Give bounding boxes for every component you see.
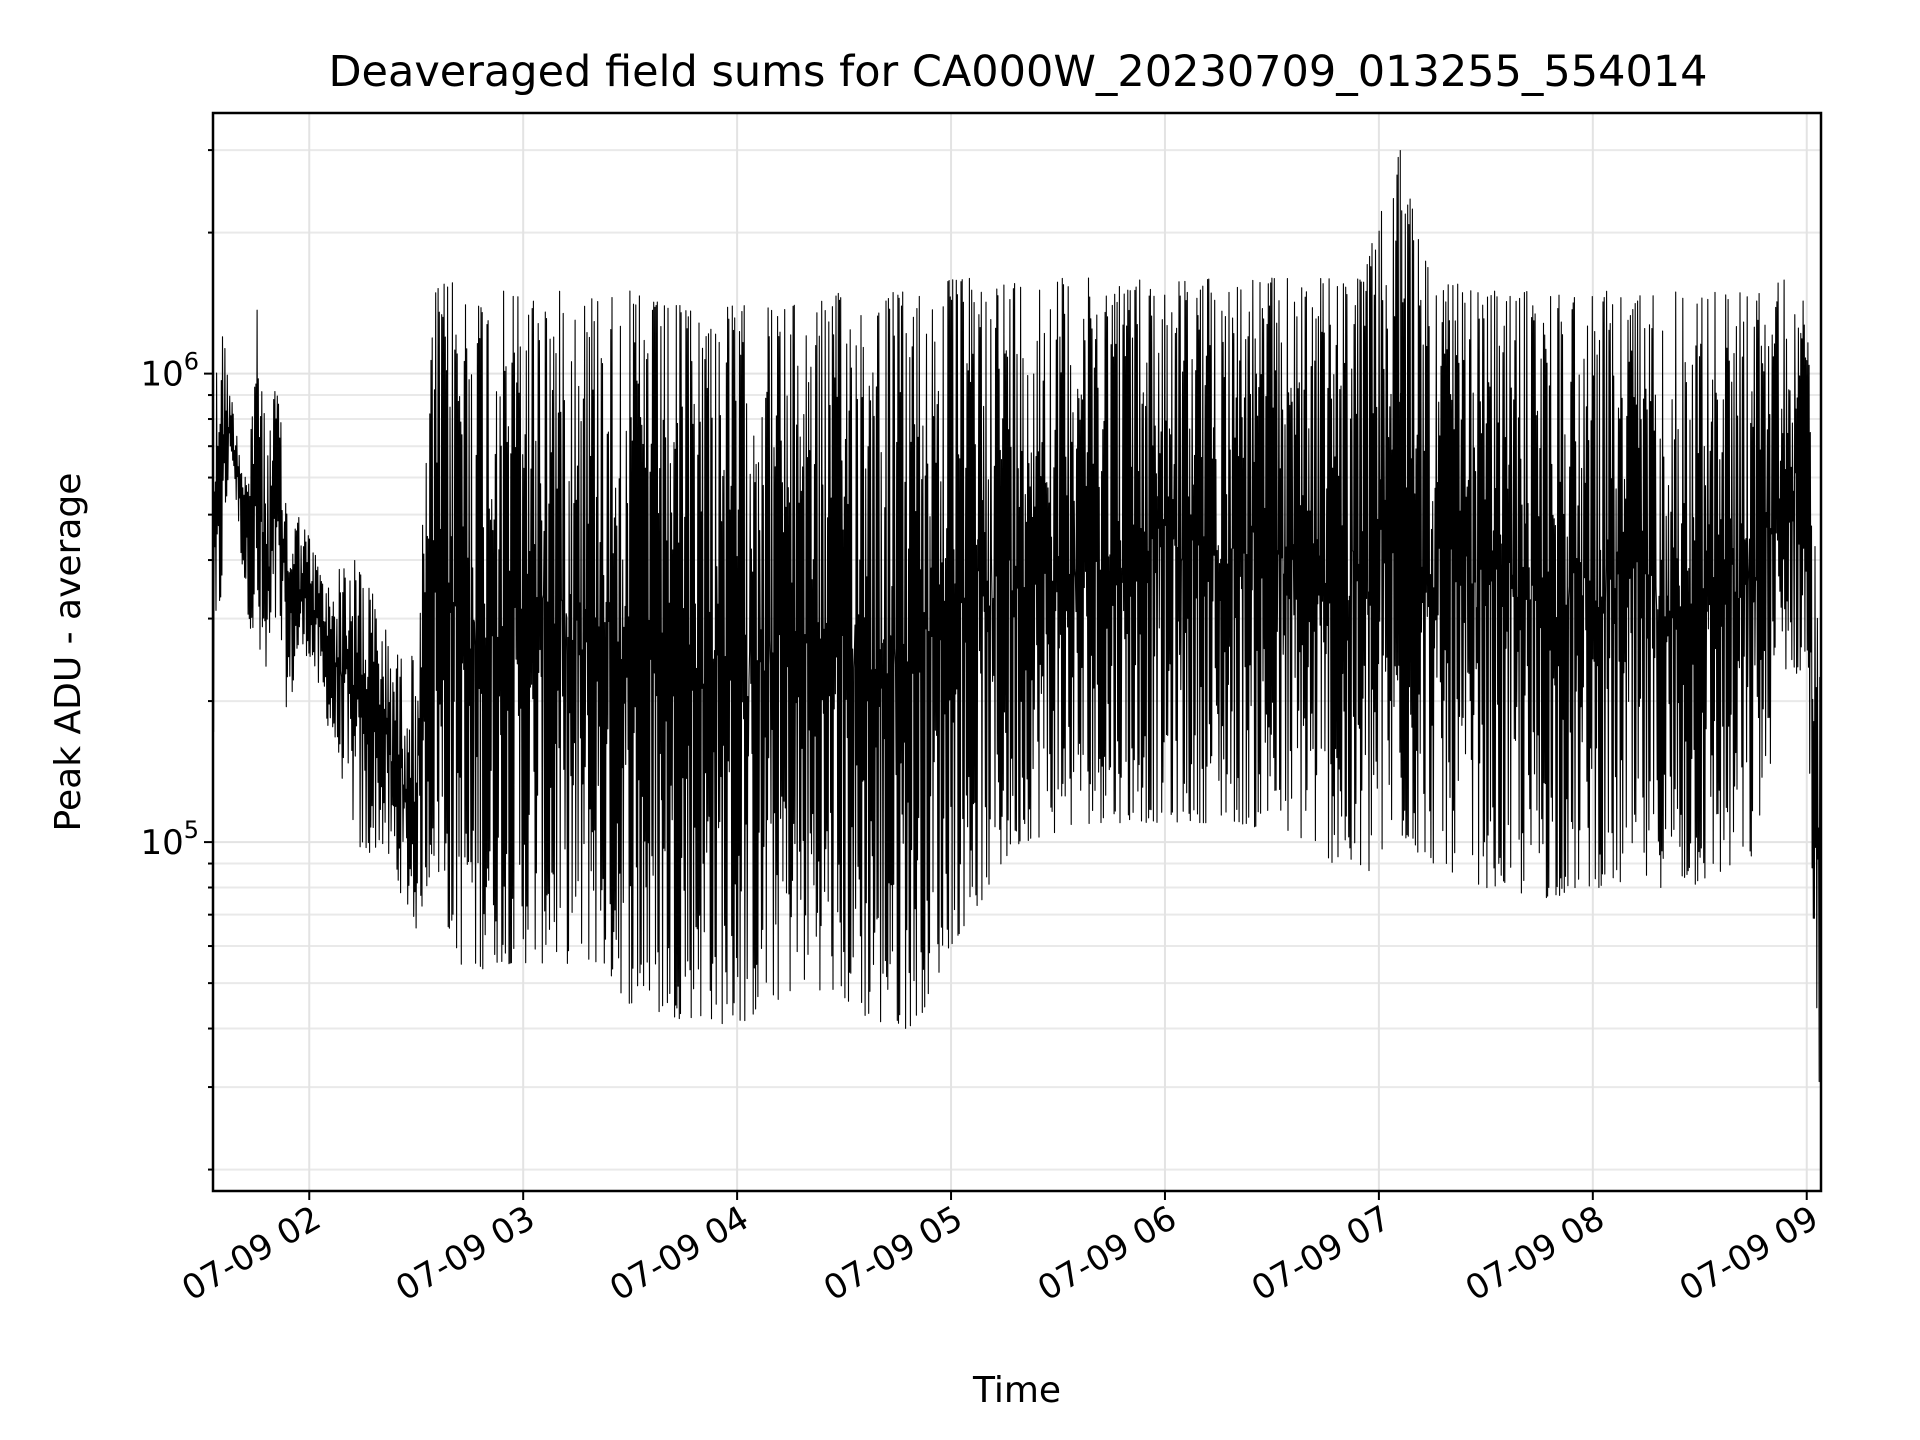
y-tick-label: 105: [140, 816, 199, 863]
x-tick-label: 07-09 02: [175, 1198, 327, 1309]
x-tick-label: 07-09 03: [389, 1198, 541, 1309]
series-layer: [212, 150, 1822, 1083]
plot-frame: [211, 111, 1823, 1193]
x-tick-label: 07-09 06: [1031, 1198, 1183, 1309]
x-tick-label: 07-09 09: [1673, 1198, 1825, 1309]
x-axis-label: Time: [972, 1370, 1061, 1411]
x-tick-label: 07-09 07: [1245, 1198, 1397, 1309]
y-axis-ticks: 105 106: [140, 149, 213, 1171]
series-line: [212, 156, 1822, 1083]
y-axis-label: Peak ADU - average: [48, 473, 89, 832]
chart-title: Deaveraged field sums for CA000W_2023070…: [328, 47, 1707, 97]
x-tick-label: 07-09 04: [603, 1198, 755, 1309]
x-axis-ticks: 07-09 02 07-09 03 07-09 04 07-09 05 07-09 06…: [175, 1191, 1825, 1309]
y-tick-label: 106: [140, 348, 199, 395]
x-tick-label: 07-09 08: [1459, 1198, 1611, 1309]
x-tick-label: 07-09 05: [817, 1198, 969, 1309]
